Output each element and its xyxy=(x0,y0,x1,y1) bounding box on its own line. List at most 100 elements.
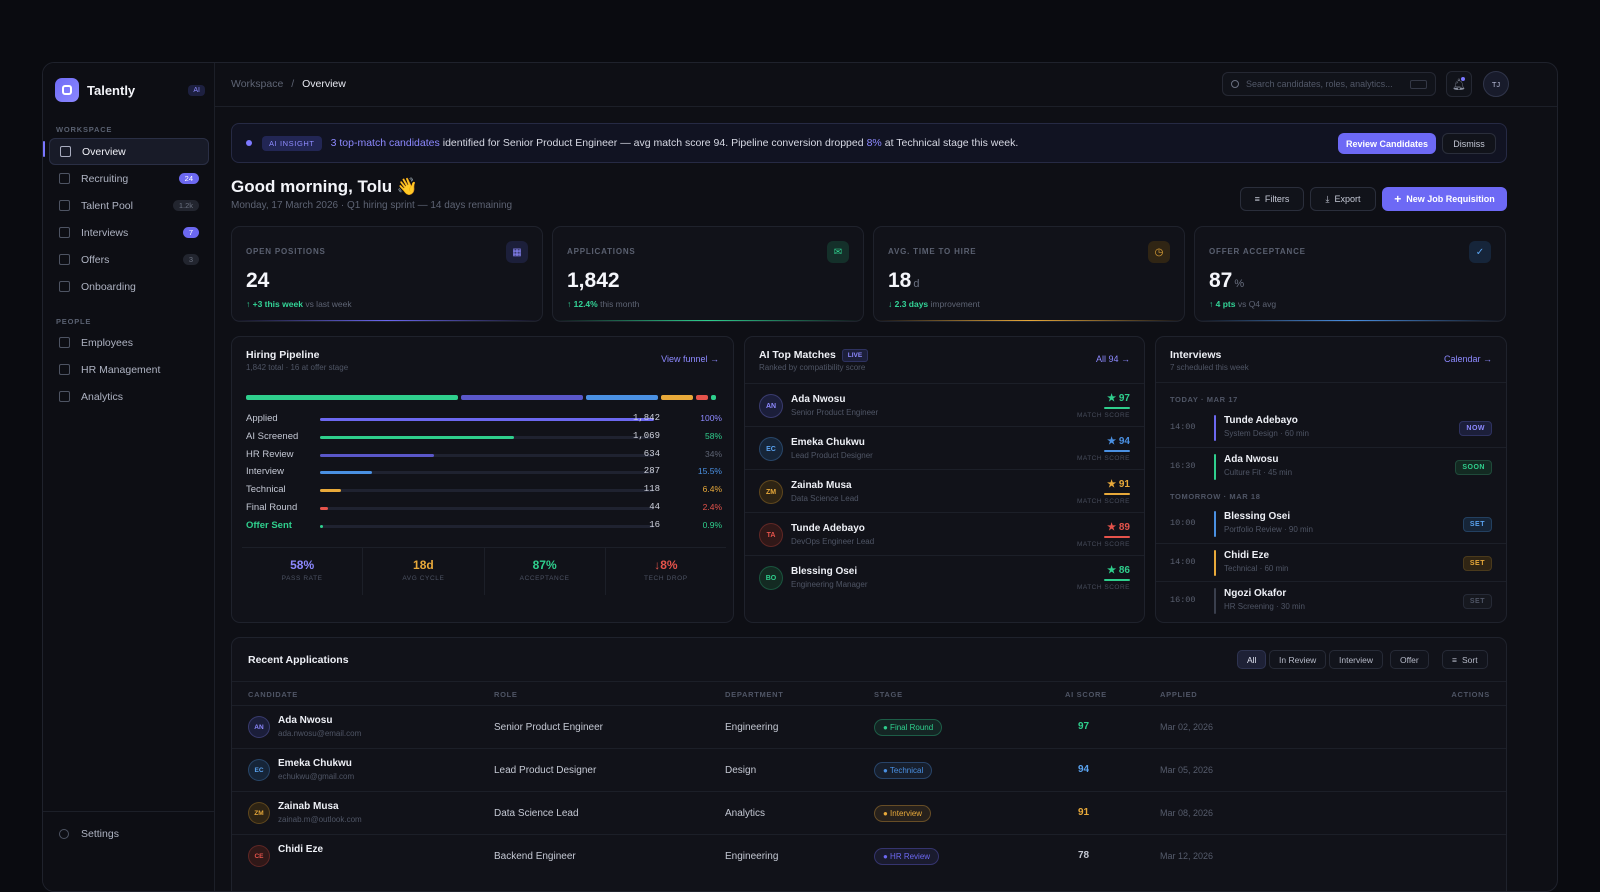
interview-row[interactable]: 16:00 Ngozi Okafor HR Screening · 30 min SE… xyxy=(1156,581,1506,619)
interview-row[interactable]: 10:00 Blessing Osei Portfolio Review · 90 … xyxy=(1156,505,1506,543)
card-subtitle: Ranked by compatibility score xyxy=(759,363,866,372)
interview-row[interactable]: 14:00 Tunde Adebayo System Design · 60 min… xyxy=(1156,409,1506,447)
stage-fill xyxy=(320,418,654,421)
card-title: Recent Applications xyxy=(248,654,349,666)
breadcrumb: Workspace / Overview xyxy=(231,78,346,90)
kpi-delta-value: ↑ 4 pts xyxy=(1209,299,1236,309)
shortcut-key-icon xyxy=(1410,79,1427,89)
sidebar-item-overview[interactable]: Overview xyxy=(49,138,209,165)
column-header-role[interactable]: ROLE xyxy=(494,690,518,699)
interviewee-name: Ada Nwosu xyxy=(1224,454,1279,465)
breadcrumb-root[interactable]: Workspace xyxy=(231,78,284,90)
pipeline-row[interactable]: Interview 287 15.5% xyxy=(246,466,722,480)
stage-percent: 2.4% xyxy=(702,502,722,512)
logo-icon xyxy=(55,78,79,102)
search-input[interactable]: Search candidates, roles, analytics... xyxy=(1222,72,1436,96)
kpi-card-time-to-hire[interactable]: AVG. TIME TO HIRE ◷ 18 d ↓ 2.3 days impro… xyxy=(873,226,1185,322)
avatar: ZM xyxy=(248,802,270,824)
filter-tab-offer[interactable]: Offer xyxy=(1390,650,1429,669)
export-button[interactable]: ⤓ Export xyxy=(1310,187,1376,211)
kpi-card-open-positions[interactable]: OPEN POSITIONS ▦ 24 ↑ +3 this week vs la… xyxy=(231,226,543,322)
download-icon: ⤓ xyxy=(1325,193,1330,204)
kpi-number: 87 xyxy=(1209,269,1233,292)
stage-value: 118 xyxy=(643,484,660,495)
match-row[interactable]: TA Tunde Adebayo DevOps Engineer Lead ★ 89 M… xyxy=(745,512,1144,555)
sidebar-item-offers[interactable]: Offers 3 xyxy=(49,246,209,273)
view-funnel-link[interactable]: View funnel → xyxy=(661,354,719,364)
column-header-candidate[interactable]: CANDIDATE xyxy=(248,690,298,699)
column-header-stage[interactable]: STAGE xyxy=(874,690,903,699)
column-header-department[interactable]: DEPARTMENT xyxy=(725,690,784,699)
interviewee-name: Tunde Adebayo xyxy=(1224,415,1298,426)
section-label-workspace: WORKSPACE xyxy=(56,125,113,134)
count-badge: 3 xyxy=(182,254,199,265)
mail-icon: ✉ xyxy=(827,241,849,263)
sort-button[interactable]: ≡ Sort xyxy=(1442,650,1488,669)
interview-color-bar xyxy=(1214,454,1216,480)
calendar-link[interactable]: Calendar → xyxy=(1443,354,1492,364)
new-requisition-label: New Job Requisition xyxy=(1406,194,1495,204)
stage-track xyxy=(320,507,654,510)
kpi-card-applications[interactable]: APPLICATIONS ✉ 1,842 ↑ 12.4% this month xyxy=(552,226,864,322)
notifications-button[interactable]: 🔔︎ xyxy=(1446,71,1472,97)
role-cell: Data Science Lead xyxy=(494,808,579,819)
dismiss-button[interactable]: Dismiss xyxy=(1442,133,1496,154)
card-title: Interviews xyxy=(1170,349,1222,361)
table-row[interactable]: ZM Zainab Musa zainab.m@outlook.com Data Sc… xyxy=(232,791,1506,834)
pipeline-row[interactable]: HR Review 634 34% xyxy=(246,449,722,463)
kpi-card-offer-acceptance[interactable]: OFFER ACCEPTANCE ✓ 87% ↑ 4 pts vs Q4 avg xyxy=(1194,226,1506,322)
sidebar-item-hr-management[interactable]: HR Management xyxy=(49,356,209,383)
filter-tab-in-review[interactable]: In Review xyxy=(1269,650,1327,669)
interview-row[interactable]: 16:30 Ada Nwosu Culture Fit · 45 min SOON xyxy=(1156,447,1506,485)
stat-label: ACCEPTANCE xyxy=(519,575,570,582)
table-row[interactable]: AN Ada Nwosu ada.nwosu@email.com Senior Pro… xyxy=(232,705,1506,748)
sidebar-item-interviews[interactable]: Interviews 7 xyxy=(49,219,209,246)
ai-score-cell: 94 xyxy=(1078,764,1090,775)
sidebar-item-label: Overview xyxy=(82,145,126,158)
sidebar-item-analytics[interactable]: Analytics xyxy=(49,383,209,410)
brand[interactable]: Talently AI xyxy=(55,77,205,103)
score-label: MATCH SCORE xyxy=(1076,455,1130,462)
kpi-label: AVG. TIME TO HIRE xyxy=(888,247,977,256)
filter-tab-interview[interactable]: Interview xyxy=(1329,650,1384,669)
column-header-applied[interactable]: APPLIED xyxy=(1160,690,1198,699)
stage-value: 634 xyxy=(643,448,660,459)
all-matches-link[interactable]: All 94 → xyxy=(1095,354,1130,364)
review-candidates-button[interactable]: Review Candidates xyxy=(1338,133,1436,154)
candidate-name: Blessing Osei xyxy=(791,566,858,577)
sidebar-item-onboarding[interactable]: Onboarding xyxy=(49,273,209,300)
interview-row[interactable]: 14:00 Chidi Eze Technical · 60 min SET xyxy=(1156,543,1506,581)
interview-type: Culture Fit · 45 min xyxy=(1224,468,1293,477)
stack-segment xyxy=(711,395,716,400)
insight-link[interactable]: 3 top-match candidates xyxy=(330,137,440,149)
user-avatar[interactable]: TJ xyxy=(1483,71,1509,97)
match-row[interactable]: ZM Zainab Musa Data Science Lead ★ 91 MATCH … xyxy=(745,469,1144,512)
match-row[interactable]: AN Ada Nwosu Senior Product Engineer ★ 97 MA… xyxy=(745,383,1144,426)
stage-fill xyxy=(320,453,434,457)
match-row[interactable]: EC Emeka Chukwu Lead Product Designer ★ 94 M… xyxy=(745,426,1144,469)
filters-button[interactable]: ≡ Filters xyxy=(1240,187,1304,211)
pipeline-row[interactable]: Technical 118 6.4% xyxy=(246,484,722,498)
column-header-ai-score[interactable]: AI SCORE xyxy=(1065,690,1107,699)
stage-value: 1,069 xyxy=(632,430,660,441)
interview-color-bar xyxy=(1214,550,1216,576)
sidebar-item-employees[interactable]: Employees xyxy=(49,329,209,356)
pipeline-row[interactable]: Applied 1,842 100% xyxy=(246,413,722,427)
pipeline-row[interactable]: Final Round 44 2.4% xyxy=(246,502,722,516)
match-score: ★ 86 xyxy=(1107,565,1130,576)
filter-tab-all[interactable]: All xyxy=(1237,650,1267,669)
ai-score-cell: 97 xyxy=(1078,721,1090,732)
avatar: AN xyxy=(248,716,270,738)
stage-badge: ● HR Review xyxy=(874,848,940,865)
interview-type: System Design · 60 min xyxy=(1224,429,1309,438)
pipeline-row[interactable]: AI Screened 1,069 58% xyxy=(246,431,722,445)
table-row[interactable]: CE Chidi Eze Backend Engineer Engineering ● … xyxy=(232,834,1506,877)
match-row[interactable]: BO Blessing Osei Engineering Manager ★ 86 MA… xyxy=(745,555,1144,598)
pipeline-row[interactable]: Offer Sent 16 0.9% xyxy=(246,520,722,534)
new-job-requisition-button[interactable]: + New Job Requisition xyxy=(1382,187,1507,211)
table-row[interactable]: EC Emeka Chukwu echukwu@gmail.com Lead Prod… xyxy=(232,748,1506,791)
stat-value: 58% xyxy=(290,558,315,572)
sidebar-item-talent-pool[interactable]: Talent Pool 1.2k xyxy=(49,192,209,219)
sidebar-item-recruiting[interactable]: Recruiting 24 xyxy=(49,165,209,192)
sidebar-item-settings[interactable]: Settings xyxy=(59,828,119,840)
